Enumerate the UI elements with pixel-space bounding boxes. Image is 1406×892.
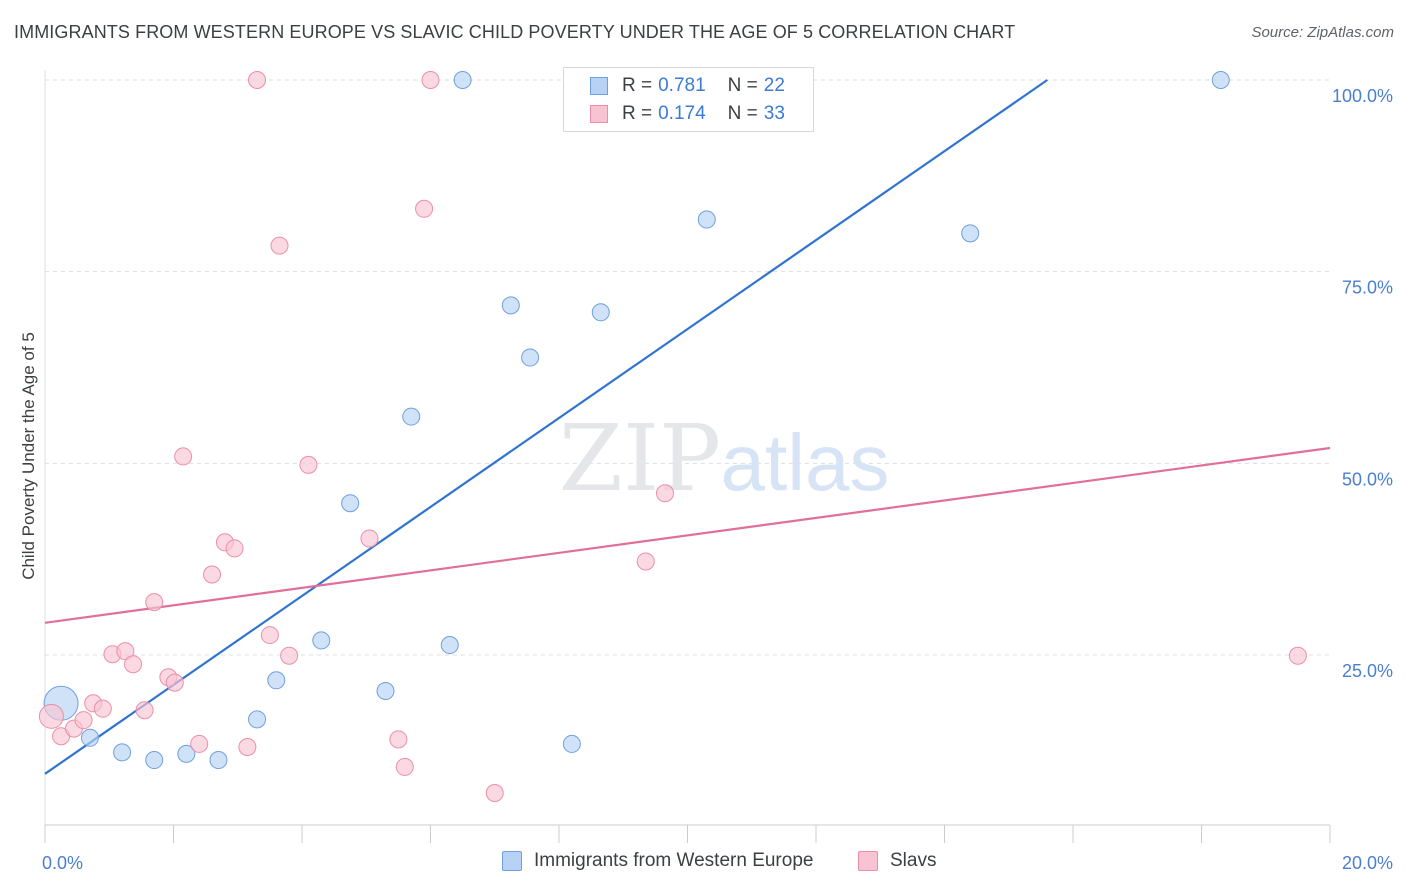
point-slavs (174, 447, 193, 466)
point-slavs (124, 655, 143, 674)
point-slavs (415, 199, 434, 218)
point-western-europe (402, 407, 421, 426)
point-western-europe (961, 224, 980, 243)
legend-r-value: 0.781 (658, 75, 706, 96)
gridlines (45, 79, 1330, 656)
point-western-europe (1211, 71, 1230, 89)
series-name-slavs: Slavs (890, 850, 937, 871)
point-western-europe (209, 751, 228, 770)
point-western-europe (177, 744, 196, 763)
y-tick-label: 25.0% (1342, 661, 1393, 681)
point-western-europe (376, 682, 395, 701)
series-swatch-pink (858, 851, 878, 871)
legend-n-value: 33 (763, 103, 785, 124)
y-axis-label: Child Poverty Under the Age of 5 (19, 332, 38, 580)
point-western-europe (145, 751, 164, 770)
point-slavs (93, 699, 112, 718)
trend-line-western-europe (44, 79, 1048, 775)
y-tick-label: 50.0% (1342, 469, 1393, 489)
y-tick-label: 75.0% (1342, 278, 1393, 298)
point-western-europe (697, 210, 716, 229)
point-slavs (248, 71, 267, 89)
legend-row-western-europe: R = 0.781 N = 22 (590, 73, 785, 99)
point-western-europe (312, 631, 331, 650)
series-legend-western-europe[interactable]: Immigrants from Western Europe (502, 850, 813, 872)
point-slavs (280, 646, 299, 665)
legend-r-value: 0.174 (658, 103, 706, 124)
point-slavs (238, 738, 257, 756)
point-western-europe (80, 728, 99, 747)
point-western-europe (341, 494, 360, 513)
point-slavs (636, 552, 655, 571)
trend-line-slavs (44, 446, 1331, 624)
point-western-europe (562, 734, 581, 753)
legend-swatch-pink (590, 105, 608, 123)
point-slavs (485, 784, 504, 802)
series-swatch-blue (502, 851, 522, 871)
point-slavs (270, 236, 289, 255)
legend-n-value: 22 (763, 75, 785, 96)
point-slavs (203, 565, 222, 584)
watermark: ZIP atlas (559, 405, 890, 512)
chart-title: IMMIGRANTS FROM WESTERN EUROPE VS SLAVIC… (14, 22, 1016, 42)
point-western-europe (453, 71, 472, 89)
point-slavs (656, 484, 675, 503)
series-name-western-europe: Immigrants from Western Europe (534, 850, 814, 871)
point-slavs (74, 711, 93, 730)
watermark-atlas: atlas (721, 418, 890, 507)
point-slavs (135, 701, 154, 720)
x-tick-label: 20.0% (1342, 853, 1393, 873)
point-western-europe (248, 710, 267, 729)
point-western-europe (440, 636, 459, 655)
point-slavs (395, 757, 414, 776)
point-slavs (299, 455, 318, 474)
legend-n-label: N = (727, 103, 758, 124)
series-legend-slavs[interactable]: Slavs (858, 850, 936, 872)
point-slavs (38, 703, 64, 729)
point-western-europe (113, 743, 132, 762)
point-slavs (225, 539, 244, 558)
legend-r-label: R = (622, 103, 653, 124)
point-slavs (190, 734, 209, 753)
y-tick-label: 100.0% (1332, 86, 1393, 106)
point-slavs (360, 529, 379, 548)
legend-r-label: R = (622, 75, 653, 96)
tick-labels: 25.0% 50.0% 75.0% 100.0% 0.0% 20.0% (42, 86, 1393, 873)
legend-row-slavs: R = 0.174 N = 33 (590, 101, 785, 127)
trend-lines (44, 79, 1331, 775)
point-slavs (421, 71, 440, 89)
point-slavs (165, 673, 184, 692)
legend-n-label: N = (727, 75, 758, 96)
point-slavs (1288, 646, 1307, 665)
point-western-europe (501, 296, 520, 315)
point-slavs (389, 730, 408, 749)
source-label: Source: ZipAtlas.com (1251, 24, 1394, 41)
series-legend: Immigrants from Western Europe Slavs (0, 850, 1406, 878)
point-western-europe (521, 348, 540, 367)
x-tick-label: 0.0% (42, 853, 83, 873)
point-slavs (260, 626, 279, 645)
correlation-legend: R = 0.781 N = 22 R = 0.174 N = 33 (563, 67, 814, 132)
legend-swatch-blue (590, 77, 608, 95)
point-western-europe (267, 671, 286, 690)
point-slavs (145, 593, 164, 612)
point-western-europe (591, 303, 610, 322)
watermark-zip: ZIP (559, 405, 721, 512)
